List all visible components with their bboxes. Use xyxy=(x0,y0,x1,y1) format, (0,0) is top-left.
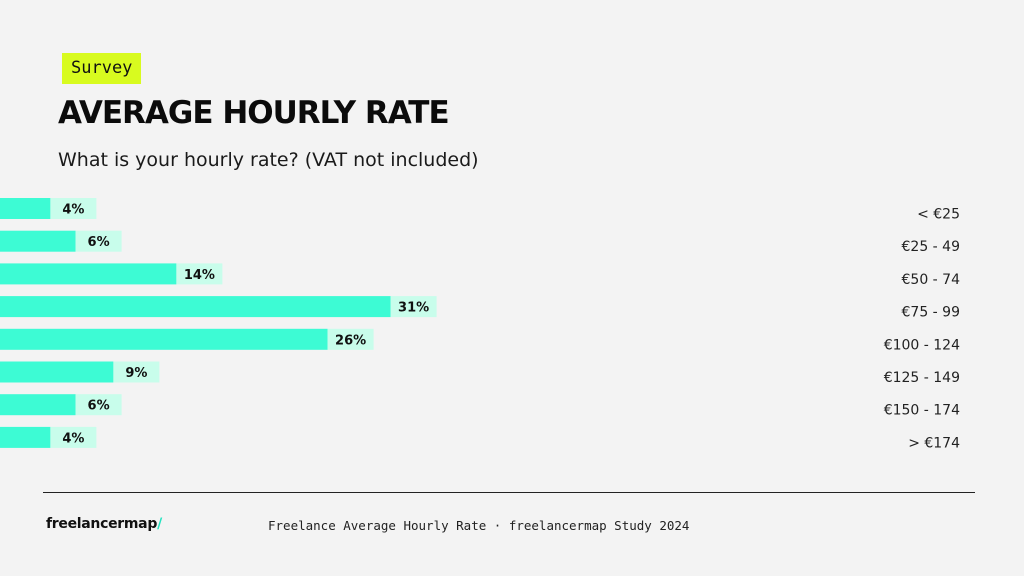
data-label-box xyxy=(75,394,122,416)
category-label: > €174 xyxy=(908,435,960,451)
bar xyxy=(0,361,114,383)
data-label-box xyxy=(50,198,97,219)
page-subtitle: What is your hourly rate? (VAT not inclu… xyxy=(58,149,479,171)
category-label: €100 - 124 xyxy=(884,337,960,353)
category-label: €50 - 74 xyxy=(902,272,961,288)
bar xyxy=(0,230,76,252)
data-label: 14% xyxy=(184,268,215,283)
data-label-box xyxy=(327,328,374,350)
page-title: AVERAGE HOURLY RATE xyxy=(58,95,450,131)
bar xyxy=(0,394,76,416)
logo-text: freelancermap xyxy=(46,516,158,532)
logo-slash: / xyxy=(157,516,162,532)
footer-divider xyxy=(43,492,975,493)
bar xyxy=(0,426,51,448)
data-label: 31% xyxy=(398,301,429,316)
category-label: €125 - 149 xyxy=(884,370,960,386)
data-label: 4% xyxy=(62,203,84,218)
data-label: 26% xyxy=(335,333,366,348)
category-label: €150 - 174 xyxy=(884,403,960,419)
data-label-box xyxy=(176,263,223,285)
category-label: < €25 xyxy=(917,207,960,223)
data-label-box xyxy=(50,426,97,448)
bar xyxy=(0,328,328,350)
bar xyxy=(0,198,51,219)
data-label: 6% xyxy=(88,235,110,250)
data-label: 6% xyxy=(88,399,110,414)
bar xyxy=(0,263,177,285)
bar xyxy=(0,296,391,318)
survey-badge: Survey xyxy=(62,53,142,84)
category-label: €25 - 49 xyxy=(902,239,961,255)
freelancermap-logo: freelancermap/ xyxy=(46,516,162,532)
data-label-box xyxy=(113,361,160,383)
footer-caption: Freelance Average Hourly Rate · freelanc… xyxy=(268,518,690,533)
data-label-box xyxy=(390,296,437,318)
category-label: €75 - 99 xyxy=(902,305,961,321)
data-label-box xyxy=(75,230,122,252)
data-label: 9% xyxy=(125,366,147,381)
data-label: 4% xyxy=(62,431,84,446)
